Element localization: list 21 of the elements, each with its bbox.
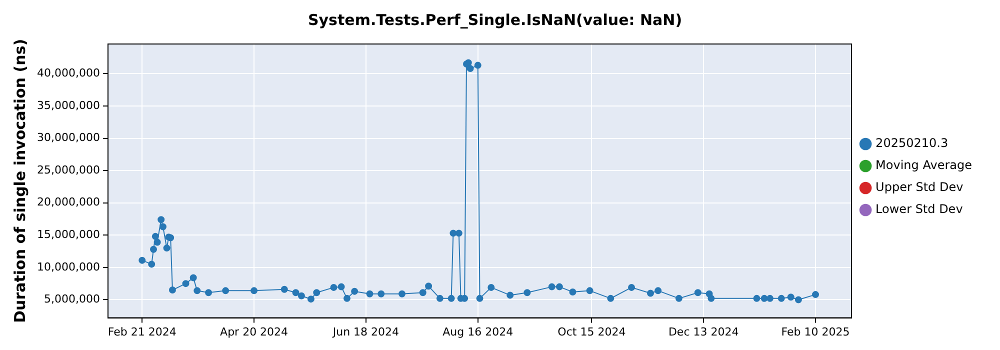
legend-label: Upper Std Dev bbox=[876, 180, 964, 194]
y-tick-label: 20,000,000 bbox=[36, 196, 100, 209]
legend-label: Moving Average bbox=[876, 158, 972, 172]
y-tick-label: 35,000,000 bbox=[36, 98, 100, 112]
chart-title: System.Tests.Perf_Single.IsNaN(value: NaN) bbox=[308, 10, 682, 29]
y-tick-label: 30,000,000 bbox=[36, 131, 100, 144]
y-axis-title: Duration of single invocation (ns) bbox=[10, 38, 29, 323]
y-tick-label: 15,000,000 bbox=[36, 228, 100, 242]
x-tick-label: Oct 15 2024 bbox=[558, 325, 626, 338]
y-tick-label: 10,000,000 bbox=[36, 260, 100, 274]
legend-label: Lower Std Dev bbox=[876, 202, 963, 216]
x-tick-label: Feb 21 2024 bbox=[108, 325, 176, 338]
legend-label: 20250210.3 bbox=[876, 136, 948, 150]
x-tick-label: Feb 10 2025 bbox=[781, 325, 850, 338]
y-tick-label: 40,000,000 bbox=[36, 66, 100, 80]
x-tick-label: Dec 13 2024 bbox=[668, 325, 739, 338]
y-tick-label: 5,000,000 bbox=[44, 292, 100, 306]
x-tick-label: Jun 18 2024 bbox=[332, 325, 400, 338]
y-tick-label: 25,000,000 bbox=[36, 163, 100, 176]
x-tick-label: Aug 16 2024 bbox=[442, 325, 514, 338]
x-tick-label: Apr 20 2024 bbox=[220, 325, 288, 338]
